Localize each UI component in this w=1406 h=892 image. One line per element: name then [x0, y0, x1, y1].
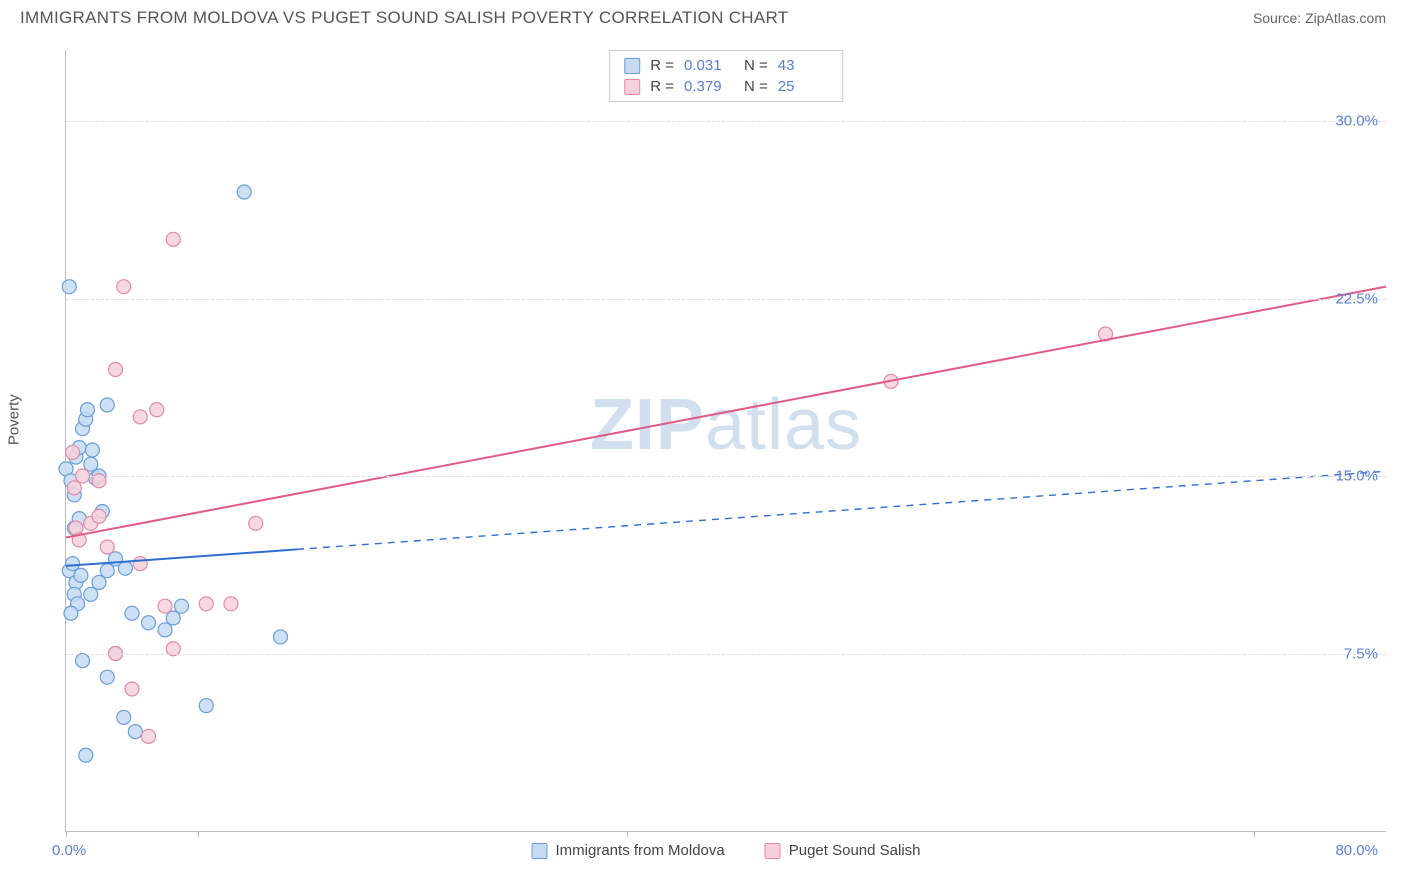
legend-swatch-blue [532, 843, 548, 859]
x-tick [198, 831, 199, 837]
scatter-point [128, 725, 142, 739]
scatter-point [74, 568, 88, 582]
scatter-point [237, 185, 251, 199]
y-tick-label: 30.0% [1335, 113, 1378, 130]
scatter-point [142, 729, 156, 743]
scatter-point [133, 557, 147, 571]
x-axis-min-label: 0.0% [52, 842, 86, 859]
scatter-point [125, 682, 139, 696]
scatter-point [79, 748, 93, 762]
x-axis-max-label: 80.0% [1335, 842, 1378, 859]
scatter-point [142, 616, 156, 630]
y-tick-label: 7.5% [1344, 645, 1378, 662]
scatter-point [80, 403, 94, 417]
scatter-point [224, 597, 238, 611]
y-tick-label: 22.5% [1335, 290, 1378, 307]
gridline [66, 299, 1386, 300]
source-attribution: Source: ZipAtlas.com [1253, 10, 1386, 26]
x-tick [1254, 831, 1255, 837]
scatter-point [109, 363, 123, 377]
scatter-point [84, 587, 98, 601]
chart-container: Poverty ZIPatlas R = 0.031 N = 43 R = 0.… [20, 42, 1386, 882]
legend-label-pink: Puget Sound Salish [789, 842, 921, 859]
scatter-point [166, 611, 180, 625]
scatter-point [166, 232, 180, 246]
scatter-point [64, 606, 78, 620]
scatter-point [133, 410, 147, 424]
x-tick [627, 831, 628, 837]
scatter-point [125, 606, 139, 620]
legend-bottom: Immigrants from Moldova Puget Sound Sali… [532, 842, 921, 859]
scatter-point [175, 599, 189, 613]
scatter-point [66, 445, 80, 459]
scatter-point [274, 630, 288, 644]
scatter-point [249, 516, 263, 530]
legend-item-blue: Immigrants from Moldova [532, 842, 725, 859]
scatter-point [67, 481, 81, 495]
scatter-point [62, 280, 76, 294]
gridline [66, 476, 1386, 477]
chart-title: IMMIGRANTS FROM MOLDOVA VS PUGET SOUND S… [20, 8, 788, 28]
trend-line-dashed [297, 471, 1386, 549]
scatter-point [66, 557, 80, 571]
scatter-point [76, 654, 90, 668]
scatter-point [117, 710, 131, 724]
scatter-point [85, 443, 99, 457]
scatter-point [150, 403, 164, 417]
x-tick [66, 831, 67, 837]
scatter-point [92, 576, 106, 590]
plot-area: ZIPatlas R = 0.031 N = 43 R = 0.379 N = … [65, 50, 1386, 832]
scatter-point [100, 398, 114, 412]
gridline [66, 121, 1386, 122]
scatter-point [117, 280, 131, 294]
legend-label-blue: Immigrants from Moldova [556, 842, 725, 859]
legend-swatch-pink [765, 843, 781, 859]
legend-item-pink: Puget Sound Salish [765, 842, 921, 859]
scatter-point [92, 509, 106, 523]
trend-line [66, 287, 1386, 538]
scatter-point [158, 599, 172, 613]
scatter-point [100, 540, 114, 554]
scatter-point [100, 670, 114, 684]
y-axis-label: Poverty [6, 394, 23, 445]
trend-line [66, 549, 297, 566]
scatter-point [100, 564, 114, 578]
scatter-point [199, 699, 213, 713]
y-tick-label: 15.0% [1335, 468, 1378, 485]
scatter-point [158, 623, 172, 637]
gridline [66, 654, 1386, 655]
plot-svg [66, 50, 1386, 831]
scatter-point [84, 457, 98, 471]
scatter-point [199, 597, 213, 611]
